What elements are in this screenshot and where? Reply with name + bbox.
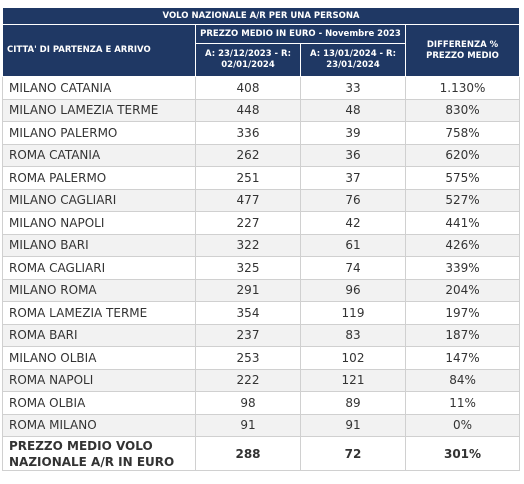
price-period-1-cell: 288 — [195, 436, 301, 471]
route-cell: ROMA PALERMO — [2, 166, 196, 190]
route-cell: MILANO ROMA — [2, 278, 196, 302]
price-period-1-cell: 253 — [195, 346, 301, 370]
price-period-2-cell: 36 — [300, 143, 406, 167]
table-row: MILANO NAPOLI 227 42 441% — [2, 211, 521, 235]
price-period-1-cell: 227 — [195, 211, 301, 235]
price-period-1-cell: 251 — [195, 166, 301, 190]
price-period-2-cell: 33 — [300, 76, 406, 100]
difference-cell: 758% — [404, 121, 521, 145]
difference-cell: 301% — [404, 436, 521, 471]
period-header: A: 13/01/2024 - R: 23/01/2024 — [300, 43, 406, 77]
price-period-2-cell: 61 — [300, 233, 406, 257]
price-period-2-cell: 96 — [300, 278, 406, 302]
difference-cell: 147% — [404, 346, 521, 370]
table-row: MILANO ROMA 291 96 204% — [2, 278, 521, 302]
difference-cell: 830% — [404, 98, 521, 122]
table-row: ROMA OLBIA 98 89 11% — [2, 391, 521, 415]
price-period-1-cell: 408 — [195, 76, 301, 100]
table-title: VOLO NAZIONALE A/R PER UNA PERSONA — [1, 7, 521, 25]
table-row: ROMA LAMEZIA TERME 354 119 197% — [2, 301, 521, 325]
table-row: ROMA CAGLIARI 325 74 339% — [2, 256, 521, 280]
route-cell: MILANO CATANIA — [2, 76, 196, 100]
route-cell: ROMA NAPOLI — [2, 368, 196, 392]
price-table: VOLO NAZIONALE A/R PER UNA PERSONA CITTA… — [1, 7, 521, 471]
price-period-1-cell: 91 — [195, 413, 301, 437]
price-period-1-cell: 222 — [195, 368, 301, 392]
difference-cell: 204% — [404, 278, 521, 302]
price-period-2-cell: 48 — [300, 98, 406, 122]
price-period-1-cell: 448 — [195, 98, 301, 122]
difference-cell: 620% — [404, 143, 521, 167]
price-period-2-cell: 83 — [300, 323, 406, 347]
price-period-2-cell: 72 — [300, 436, 406, 471]
table-row: ROMA MILANO 91 91 0% — [2, 413, 521, 437]
difference-cell: 11% — [404, 391, 521, 415]
table-row: ROMA PALERMO 251 37 575% — [2, 166, 521, 190]
route-cell: ROMA BARI — [2, 323, 196, 347]
route-cell: MILANO LAMEZIA TERME — [2, 98, 196, 122]
price-period-2-cell: 37 — [300, 166, 406, 190]
price-period-2-cell: 74 — [300, 256, 406, 280]
route-header: CITTA' DI PARTENZA E ARRIVO — [2, 24, 196, 77]
route-cell: PREZZO MEDIO VOLO NAZIONALE A/R IN EURO — [2, 436, 196, 471]
price-period-1-cell: 237 — [195, 323, 301, 347]
price-period-2-cell: 39 — [300, 121, 406, 145]
difference-cell: 575% — [404, 166, 521, 190]
table-row: MILANO CATANIA 408 33 1.130% — [2, 76, 521, 100]
table-row: MILANO OLBIA 253 102 147% — [2, 346, 521, 370]
difference-cell: 187% — [404, 323, 521, 347]
route-cell: ROMA CATANIA — [2, 143, 196, 167]
price-period-2-cell: 91 — [300, 413, 406, 437]
difference-cell: 84% — [404, 368, 521, 392]
price-period-2-cell: 89 — [300, 391, 406, 415]
price-period-2-cell: 119 — [300, 301, 406, 325]
table-row: MILANO BARI 322 61 426% — [2, 233, 521, 257]
route-cell: MILANO CAGLIARI — [2, 188, 196, 212]
table-row: ROMA CATANIA 262 36 620% — [2, 143, 521, 167]
route-cell: MILANO OLBIA — [2, 346, 196, 370]
difference-cell: 0% — [404, 413, 521, 437]
difference-cell: 1.130% — [404, 76, 521, 100]
table-row: PREZZO MEDIO VOLO NAZIONALE A/R IN EURO 2… — [2, 436, 521, 471]
price-period-1-cell: 477 — [195, 188, 301, 212]
difference-cell: 441% — [404, 211, 521, 235]
difference-header: DIFFERENZA % PREZZO MEDIO — [404, 24, 521, 77]
table-row: MILANO CAGLIARI 477 76 527% — [2, 188, 521, 212]
difference-cell: 339% — [404, 256, 521, 280]
price-period-1-cell: 354 — [195, 301, 301, 325]
route-cell: MILANO PALERMO — [2, 121, 196, 145]
period-header: A: 23/12/2023 - R: 02/01/2024 — [195, 43, 301, 77]
difference-cell: 527% — [404, 188, 521, 212]
route-cell: ROMA LAMEZIA TERME — [2, 301, 196, 325]
difference-cell: 426% — [404, 233, 521, 257]
route-cell: ROMA MILANO — [2, 413, 196, 437]
table-body: MILANO CATANIA 408 33 1.130% MILANO LAMEZIA … — [2, 76, 521, 471]
route-cell: MILANO NAPOLI — [2, 211, 196, 235]
route-cell: MILANO BARI — [2, 233, 196, 257]
difference-cell: 197% — [404, 301, 521, 325]
price-period-1-cell: 291 — [195, 278, 301, 302]
price-period-1-cell: 98 — [195, 391, 301, 415]
price-period-2-cell: 76 — [300, 188, 406, 212]
table-row: MILANO LAMEZIA TERME 448 48 830% — [2, 98, 521, 122]
table-row: ROMA BARI 237 83 187% — [2, 323, 521, 347]
route-cell: ROMA OLBIA — [2, 391, 196, 415]
price-period-1-cell: 336 — [195, 121, 301, 145]
route-cell: ROMA CAGLIARI — [2, 256, 196, 280]
table-row: MILANO PALERMO 336 39 758% — [2, 121, 521, 145]
price-period-2-cell: 102 — [300, 346, 406, 370]
price-header: PREZZO MEDIO IN EURO - Novembre 2023 — [195, 24, 406, 44]
price-period-1-cell: 322 — [195, 233, 301, 257]
table-row: ROMA NAPOLI 222 121 84% — [2, 368, 521, 392]
price-period-1-cell: 325 — [195, 256, 301, 280]
price-period-2-cell: 42 — [300, 211, 406, 235]
price-period-2-cell: 121 — [300, 368, 406, 392]
price-period-1-cell: 262 — [195, 143, 301, 167]
